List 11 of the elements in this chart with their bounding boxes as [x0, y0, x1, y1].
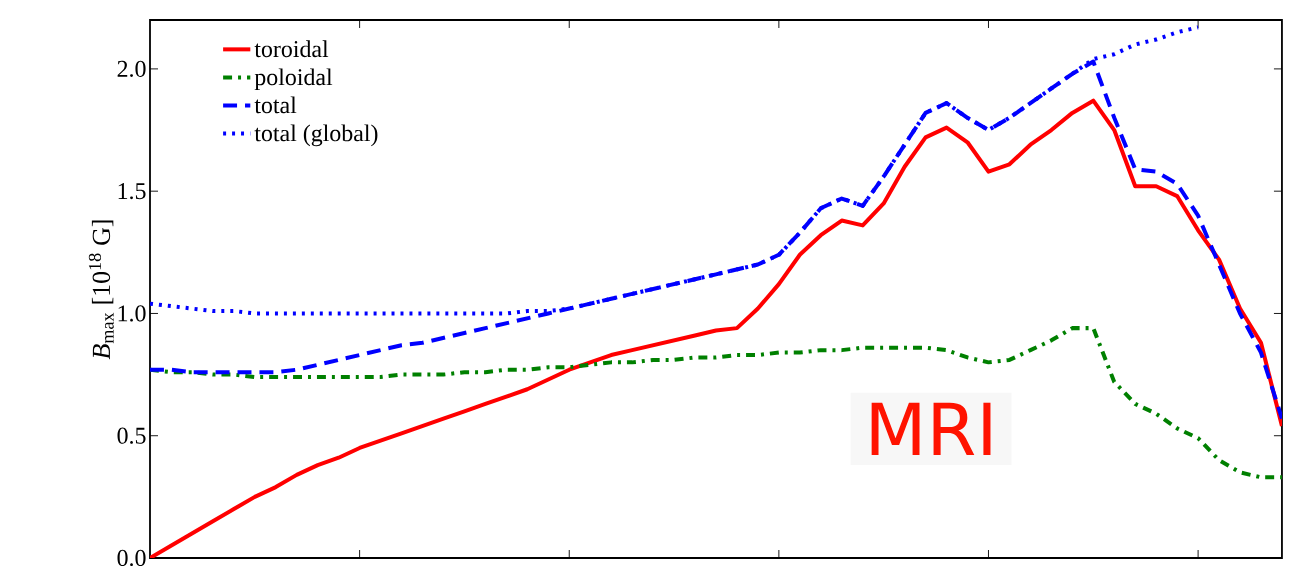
legend-label: total [254, 96, 297, 114]
y-tick-label: 1.0 [118, 305, 146, 322]
legend-label: total (global) [254, 124, 378, 147]
legend-label: toroidal [254, 40, 329, 58]
y-tick-label: 0.5 [117, 427, 146, 444]
y-tick-label: 0.0 [117, 549, 146, 567]
y-tick-label: 1.5 [118, 183, 146, 200]
annotation: MRI [871, 402, 991, 456]
y-axis-title: B$_{max}$ [10$^{18}$ G] [88, 220, 114, 360]
y-tick-label: 2.0 [117, 60, 146, 78]
legend-label: poloidal [254, 68, 333, 91]
